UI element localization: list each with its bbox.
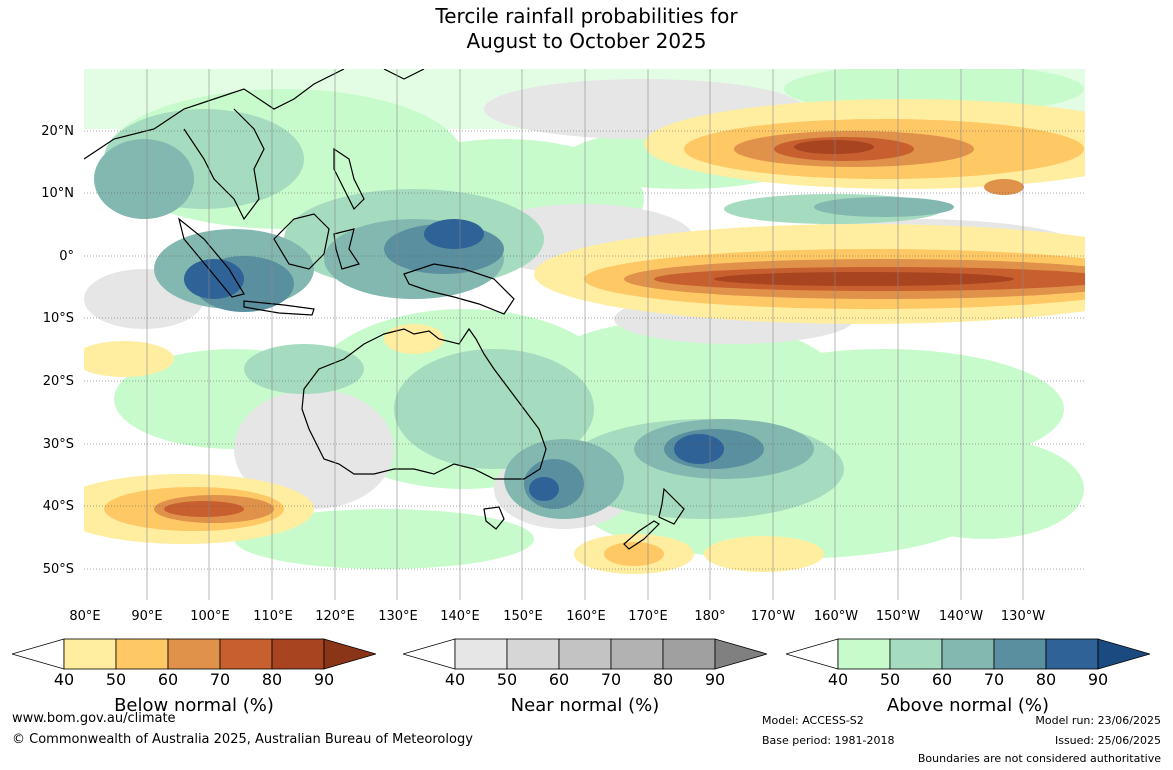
model-text: Model: ACCESS-S2: [762, 714, 864, 727]
lon-label-90e: 90°E: [131, 609, 163, 624]
philippines-outline: [333, 147, 365, 211]
legend-near-tick: 50: [496, 670, 518, 689]
lon-label-140w: 140°W: [938, 609, 984, 624]
lat-label-0: 0°: [59, 249, 74, 264]
legend-above-tick: 60: [931, 670, 953, 689]
legend-below-swatch: [167, 638, 221, 670]
legend-below-swatch: [219, 638, 273, 670]
lat-label-20n: 20°N: [41, 124, 74, 139]
lon-label-150e: 150°E: [503, 609, 543, 624]
legend-near-swatch: [506, 638, 560, 670]
graticule: [84, 130, 1085, 570]
legend-near-swatch: [454, 638, 508, 670]
legend-near-high-arrow: [714, 638, 767, 670]
legend-near-normal: [403, 638, 767, 672]
legend-below-normal: [12, 638, 376, 672]
new-guinea-outline: [403, 263, 515, 315]
lat-label-40s: 40°S: [42, 499, 74, 514]
legend-near-tick: 70: [600, 670, 622, 689]
lon-label-120e: 120°E: [315, 609, 355, 624]
lat-label-10n: 10°N: [41, 186, 74, 201]
lat-label-10s: 10°S: [42, 311, 74, 326]
legend-near-tick: 40: [444, 670, 466, 689]
japan-outline: [383, 69, 425, 80]
lon-label-170e: 170°E: [628, 609, 668, 624]
lon-label-130e: 130°E: [378, 609, 418, 624]
legend-near-label: Near normal (%): [510, 695, 660, 716]
australia-outline: [301, 327, 547, 480]
legend-below-tick: 40: [53, 670, 75, 689]
title-line-2: August to October 2025: [466, 29, 707, 53]
lon-label-160e: 160°E: [566, 609, 606, 624]
legend-above-swatch: [993, 638, 1047, 670]
legend-above-swatch: [889, 638, 943, 670]
legend-below-tick: 70: [209, 670, 231, 689]
legend-below-label: Below normal (%): [114, 695, 274, 716]
lon-label-170w: 170°W: [750, 609, 796, 624]
legend-near-tick: 90: [704, 670, 726, 689]
legend-above-swatch: [1045, 638, 1099, 670]
legend-above-tick: 70: [983, 670, 1005, 689]
legend-above-low-arrow: [786, 638, 839, 670]
issued-text: Issued: 25/06/2025: [1054, 734, 1161, 747]
legend-below-tick: 90: [313, 670, 335, 689]
legend-above-tick: 40: [827, 670, 849, 689]
legend-below-tick: 50: [105, 670, 127, 689]
legend-above-high-arrow: [1097, 638, 1150, 670]
legend-near-low-arrow: [403, 638, 456, 670]
legend-above-swatch: [837, 638, 891, 670]
legend-below-tick: 80: [261, 670, 283, 689]
legend-above-tick: 80: [1035, 670, 1057, 689]
legend-near-swatch: [610, 638, 664, 670]
legend-above-label: Above normal (%): [886, 695, 1050, 716]
website-link[interactable]: www.bom.gov.au/climate: [12, 711, 176, 726]
java-outline: [243, 300, 315, 316]
new-zealand-south-island: [623, 520, 660, 550]
legend-above-tick: 90: [1087, 670, 1109, 689]
boundaries-note: Boundaries are not considered authoritat…: [917, 752, 1161, 765]
lon-label-180: 180°: [694, 609, 726, 624]
legend-below-tick: 60: [157, 670, 179, 689]
tasmania-outline: [483, 506, 505, 530]
legend-near-tick: 60: [548, 670, 570, 689]
legend-below-low-arrow: [12, 638, 65, 670]
rainfall-probability-map: [84, 69, 1085, 600]
legend-below-swatch: [115, 638, 169, 670]
legend-below-swatch: [63, 638, 117, 670]
legend-below-high-arrow: [323, 638, 376, 670]
lon-label-110e: 110°E: [253, 609, 293, 624]
borneo-outline: [273, 213, 330, 270]
lon-label-150w: 150°W: [875, 609, 921, 624]
legend-near-swatch: [558, 638, 612, 670]
model-run-text: Model run: 23/06/2025: [1035, 714, 1161, 727]
lat-label-20s: 20°S: [42, 374, 74, 389]
lat-label-30s: 30°S: [42, 437, 74, 452]
sulawesi-outline: [333, 228, 360, 270]
sumatra-outline: [177, 217, 245, 298]
lon-label-130w: 130°W: [1000, 609, 1046, 624]
coastlines: [84, 69, 685, 550]
legend-near-swatch: [662, 638, 716, 670]
lat-label-50s: 50°S: [42, 562, 74, 577]
copyright-text: © Commonwealth of Australia 2025, Austra…: [12, 732, 473, 747]
legend-above-swatch: [941, 638, 995, 670]
legend-below-swatch: [271, 638, 325, 670]
legend-above-tick: 50: [879, 670, 901, 689]
lon-label-140e: 140°E: [440, 609, 480, 624]
base-period-text: Base period: 1981-2018: [762, 734, 895, 747]
title-line-1: Tercile rainfall probabilities for: [435, 4, 738, 28]
lon-label-160w: 160°W: [813, 609, 859, 624]
map-title: Tercile rainfall probabilities for Augus…: [0, 4, 1173, 54]
new-zealand-north-island: [658, 487, 685, 525]
lon-label-80e: 80°E: [69, 609, 101, 624]
legend-near-tick: 80: [652, 670, 674, 689]
legend-above-normal: [786, 638, 1150, 672]
lon-label-100e: 100°E: [190, 609, 230, 624]
